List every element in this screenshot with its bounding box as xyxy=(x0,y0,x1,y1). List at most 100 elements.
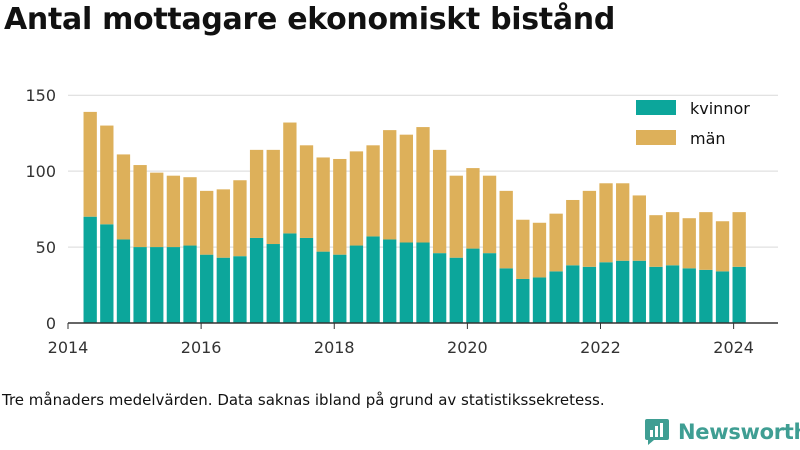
bar-man xyxy=(482,175,497,254)
bar-kvinnor xyxy=(333,254,347,323)
bar-man xyxy=(532,222,547,278)
bar-man xyxy=(599,183,613,263)
bar-kvinnor xyxy=(133,247,147,323)
bar-man xyxy=(616,183,630,261)
chart-bubble-icon xyxy=(645,419,669,445)
bars-group xyxy=(83,111,746,323)
bar-man xyxy=(432,149,447,254)
bar-kvinnor xyxy=(116,239,131,323)
bar-kvinnor xyxy=(399,242,414,323)
bar-man xyxy=(549,213,563,272)
bar-man xyxy=(516,219,530,279)
legend-swatch xyxy=(636,130,676,145)
x-tick-label: 2020 xyxy=(447,338,488,357)
x-tick-label: 2018 xyxy=(314,338,355,357)
y-tick-label: 50 xyxy=(36,238,56,257)
bar-kvinnor xyxy=(516,278,530,323)
footnote: Tre månaders medelvärden. Data saknas ib… xyxy=(2,391,605,409)
y-tick-label: 100 xyxy=(25,162,56,181)
legend-label: män xyxy=(690,129,726,148)
bar-man xyxy=(399,134,414,243)
bar-man xyxy=(632,195,646,261)
legend-swatch xyxy=(636,100,676,115)
bar-kvinnor xyxy=(715,271,730,323)
bar-kvinnor xyxy=(632,260,646,323)
bar-man xyxy=(283,122,297,234)
y-tick-label: 150 xyxy=(25,86,56,105)
bar-kvinnor xyxy=(582,266,597,323)
bar-kvinnor xyxy=(499,268,513,323)
bar-kvinnor xyxy=(366,236,380,323)
bar-man xyxy=(266,149,280,245)
bar-man xyxy=(166,175,181,248)
bar-kvinnor xyxy=(216,257,230,323)
bar-man xyxy=(116,154,131,240)
bar-kvinnor xyxy=(283,233,297,323)
bar-man xyxy=(349,151,364,246)
bar-kvinnor xyxy=(83,216,97,323)
bar-man xyxy=(133,165,147,248)
bar-kvinnor xyxy=(599,262,613,323)
x-tick-label: 2016 xyxy=(181,338,222,357)
bar-kvinnor xyxy=(466,248,480,323)
bar-man xyxy=(83,111,97,217)
x-tick-label: 2024 xyxy=(713,338,754,357)
bar-kvinnor xyxy=(566,265,580,323)
bar-kvinnor xyxy=(316,251,330,323)
bar-kvinnor xyxy=(383,239,397,323)
bar-man xyxy=(383,130,397,240)
bar-man xyxy=(466,168,480,249)
bar-man xyxy=(566,199,580,266)
bar-kvinnor xyxy=(732,266,746,323)
bar-man xyxy=(316,157,330,252)
bar-man xyxy=(499,190,513,269)
bar-kvinnor xyxy=(100,224,114,323)
bar-man xyxy=(649,215,663,267)
bar-man xyxy=(333,158,347,255)
bar-kvinnor xyxy=(532,277,547,323)
bar-kvinnor xyxy=(482,253,497,323)
bar-kvinnor xyxy=(233,256,247,323)
bar-man xyxy=(699,212,713,270)
bar-man xyxy=(366,145,380,237)
bar-man xyxy=(299,145,314,238)
bar-man xyxy=(665,212,680,266)
bar-man xyxy=(249,149,264,238)
bar-kvinnor xyxy=(299,237,314,323)
stacked-bar-chart: 0 50 100 150 2014 2016 2018 2020 2022 2024 kvinno… xyxy=(25,86,778,357)
bar-kvinnor xyxy=(150,247,164,323)
bar-kvinnor xyxy=(699,269,713,323)
bar-kvinnor xyxy=(416,242,430,323)
bar-man xyxy=(715,221,730,272)
bar-kvinnor xyxy=(200,254,214,323)
bar-kvinnor xyxy=(166,247,181,323)
bar-man xyxy=(732,212,746,267)
bar-kvinnor xyxy=(266,244,280,323)
bar-kvinnor xyxy=(183,245,197,323)
bar-kvinnor xyxy=(432,253,447,323)
bar-kvinnor xyxy=(349,245,364,323)
bar-kvinnor xyxy=(682,268,696,323)
bar-man xyxy=(682,218,696,269)
bar-kvinnor xyxy=(616,260,630,323)
bar-kvinnor xyxy=(549,271,563,323)
brand-logo: Newsworthy xyxy=(644,418,800,446)
bar-kvinnor xyxy=(649,266,663,323)
bar-kvinnor xyxy=(665,265,680,323)
x-tick-label: 2022 xyxy=(580,338,621,357)
bar-man xyxy=(233,180,247,257)
bar-man xyxy=(449,175,463,258)
bar-man xyxy=(200,190,214,255)
bar-man xyxy=(216,189,230,258)
bar-man xyxy=(416,127,430,243)
legend-label: kvinnor xyxy=(690,99,750,118)
bar-man xyxy=(150,172,164,248)
axes: 0 50 100 150 2014 2016 2018 2020 2022 2024 xyxy=(25,86,778,357)
y-tick-label: 0 xyxy=(46,314,56,333)
brand-name: Newsworthy xyxy=(678,420,800,444)
bar-man xyxy=(183,177,197,246)
legend: kvinnor män xyxy=(636,99,750,148)
bar-kvinnor xyxy=(249,237,264,323)
bar-man xyxy=(100,125,114,225)
bar-man xyxy=(582,190,597,267)
